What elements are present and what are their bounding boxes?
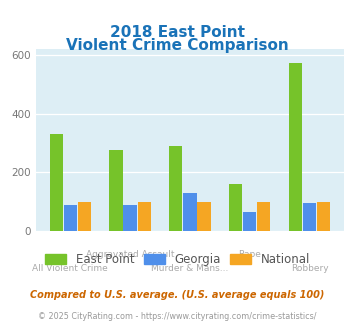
Text: Murder & Mans...: Murder & Mans... xyxy=(151,264,229,273)
Bar xyxy=(183,193,197,231)
Bar xyxy=(303,203,316,231)
Legend: East Point, Georgia, National: East Point, Georgia, National xyxy=(40,248,315,271)
Text: © 2025 CityRating.com - https://www.cityrating.com/crime-statistics/: © 2025 CityRating.com - https://www.city… xyxy=(38,312,317,321)
Bar xyxy=(197,202,211,231)
Bar xyxy=(50,134,63,231)
Bar xyxy=(169,146,182,231)
Bar xyxy=(78,202,91,231)
Text: Compared to U.S. average. (U.S. average equals 100): Compared to U.S. average. (U.S. average … xyxy=(30,290,325,300)
Text: Rape: Rape xyxy=(238,250,261,259)
Text: All Violent Crime: All Violent Crime xyxy=(32,264,108,273)
Bar xyxy=(109,150,122,231)
Text: 2018 East Point: 2018 East Point xyxy=(110,25,245,40)
Bar xyxy=(317,202,330,231)
Bar xyxy=(64,205,77,231)
Bar xyxy=(137,202,151,231)
Text: Violent Crime Comparison: Violent Crime Comparison xyxy=(66,38,289,53)
Bar xyxy=(243,212,256,231)
Bar xyxy=(257,202,271,231)
Bar xyxy=(229,184,242,231)
Bar xyxy=(124,205,137,231)
Text: Robbery: Robbery xyxy=(291,264,328,273)
Bar xyxy=(289,63,302,231)
Text: Aggravated Assault: Aggravated Assault xyxy=(86,250,174,259)
